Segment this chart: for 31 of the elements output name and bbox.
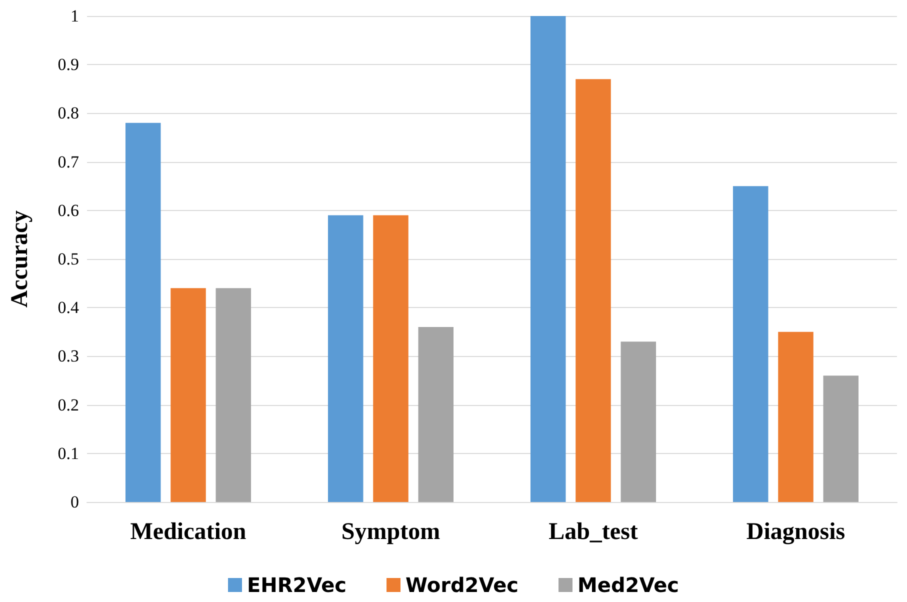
y-tick-label: 0.8 <box>58 104 79 123</box>
y-tick-label: 0.7 <box>58 152 80 172</box>
y-tick-label: 0.1 <box>58 444 79 463</box>
y-tick-label: 0.4 <box>58 298 80 318</box>
y-tick-label: 0.3 <box>58 346 79 366</box>
y-tick-label: 0.6 <box>58 200 79 220</box>
bar <box>170 288 206 502</box>
x-tick-label: Lab_test <box>548 519 638 545</box>
bar <box>216 288 252 502</box>
y-tick-label: 0.9 <box>58 55 79 74</box>
bar <box>576 79 611 502</box>
bar <box>778 332 814 502</box>
y-tick-label: 0.2 <box>58 395 79 414</box>
bar <box>732 186 768 502</box>
bar <box>418 327 454 502</box>
bar <box>125 122 161 502</box>
bar <box>823 376 859 502</box>
legend-label: EHR2Vec <box>246 573 347 597</box>
bar <box>373 215 408 502</box>
y-tick-label: 0 <box>70 492 79 512</box>
bar <box>328 215 364 502</box>
legend-label: Med2Vec <box>578 573 680 597</box>
bar <box>530 16 566 502</box>
x-tick-label: Diagnosis <box>746 519 846 545</box>
y-axis-title: Accuracy <box>7 210 33 308</box>
bar <box>620 342 656 502</box>
y-tick-label: 0.5 <box>58 250 79 268</box>
legend-label: Word2Vec <box>406 573 519 597</box>
y-tick-label: 1 <box>70 6 79 26</box>
x-tick-label: Medication <box>130 519 246 545</box>
x-tick-label: Symptom <box>341 519 440 545</box>
